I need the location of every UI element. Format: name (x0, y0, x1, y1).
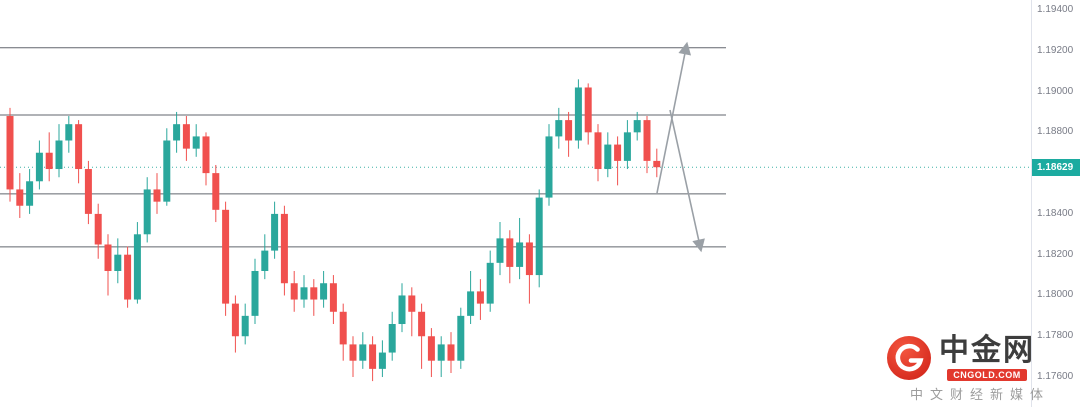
candle-body (623, 132, 631, 161)
candle-body (143, 189, 151, 235)
candle-body (457, 315, 465, 361)
candle-body (427, 336, 435, 361)
candle-body (231, 303, 239, 337)
candle-body (222, 209, 230, 304)
candle-body (476, 291, 484, 304)
price-axis-label: 1.19400 (1037, 3, 1074, 15)
candle-body (251, 270, 259, 316)
price-axis[interactable]: 1.19400 1.19200 1.19000 1.18800 1.18400 1.182… (1031, 0, 1080, 407)
candle-body (192, 136, 200, 149)
candle-body (643, 120, 651, 161)
candle-body (653, 160, 661, 168)
price-axis-label: 1.17800 (1037, 330, 1074, 342)
candle-body (202, 136, 210, 174)
brand-tagline: 中文财经新媒体 (909, 387, 1050, 402)
candle-body (94, 213, 102, 245)
candle-body (418, 311, 426, 337)
candle-body (329, 283, 337, 312)
candle-body (604, 144, 612, 170)
candle-body (55, 140, 63, 170)
candle-body (173, 124, 181, 141)
candle-body (271, 213, 279, 251)
candle-body (467, 291, 475, 316)
candle-body (45, 152, 53, 170)
candle-body (496, 238, 504, 263)
candle-body (300, 287, 308, 300)
candle-body (594, 132, 602, 170)
candle-body (212, 173, 220, 210)
candle-body (545, 136, 553, 198)
candle-body (359, 344, 367, 361)
price-axis-label: 1.18800 (1037, 126, 1074, 138)
candle-body (339, 311, 347, 345)
candle-body (447, 344, 455, 361)
candle-body (133, 234, 141, 300)
trend-arrow-down[interactable] (669, 109, 705, 253)
candle-body (369, 344, 377, 369)
candle-body (398, 295, 406, 325)
candle-body (516, 242, 524, 267)
price-axis-label: 1.18200 (1037, 248, 1074, 260)
candle-body (241, 315, 249, 337)
candle-body (26, 181, 34, 206)
candle-body (35, 152, 43, 182)
candle-body (408, 295, 416, 312)
candle-body (388, 324, 396, 353)
brand-watermark: 中金网 CNGOLD.COM 中文财经新媒体 (886, 335, 1050, 403)
candle-body (633, 120, 641, 133)
candle-body (349, 344, 357, 361)
candle-body (65, 124, 73, 141)
candle-body (437, 344, 445, 361)
candle-body (310, 287, 318, 300)
candle-body (153, 189, 161, 202)
candle-body (114, 254, 122, 271)
current-price-badge: 1.18629 (1032, 158, 1080, 176)
candle-body (584, 87, 592, 133)
candle-body (574, 87, 582, 141)
price-axis-label: 1.19000 (1037, 85, 1074, 97)
candle-body (75, 124, 83, 170)
cngold-logo-icon (886, 336, 931, 380)
candle-body (535, 197, 543, 276)
price-axis-label: 1.18400 (1037, 207, 1074, 219)
brand-text-block: 中金网 CNGOLD.COM (939, 335, 1035, 381)
candle-body (6, 116, 14, 190)
candle-body (16, 189, 24, 206)
candle-body (84, 169, 92, 214)
candle-body (163, 140, 171, 202)
candle-body (290, 283, 298, 300)
candle-body (124, 254, 132, 300)
price-axis-label: 1.17600 (1037, 371, 1074, 383)
candle-body (555, 120, 563, 137)
brand-row: 中金网 CNGOLD.COM (886, 335, 1050, 381)
brand-title: 中金网 (938, 334, 1035, 368)
candle-body (280, 213, 288, 284)
candle-body (506, 238, 514, 267)
candle-body (614, 144, 622, 161)
candle-body (320, 283, 328, 300)
candle-body (104, 244, 112, 271)
price-axis-label: 1.19200 (1037, 44, 1074, 56)
price-axis-label: 1.18000 (1037, 289, 1074, 301)
candle-body (486, 262, 494, 304)
candle-body (525, 242, 533, 276)
current-price-value: 1.18629 (1037, 161, 1074, 173)
candle-body (378, 352, 386, 369)
candle-body (261, 250, 269, 271)
candle-body (565, 120, 573, 141)
candle-body (182, 124, 190, 149)
brand-domain-badge: CNGOLD.COM (947, 368, 1027, 381)
